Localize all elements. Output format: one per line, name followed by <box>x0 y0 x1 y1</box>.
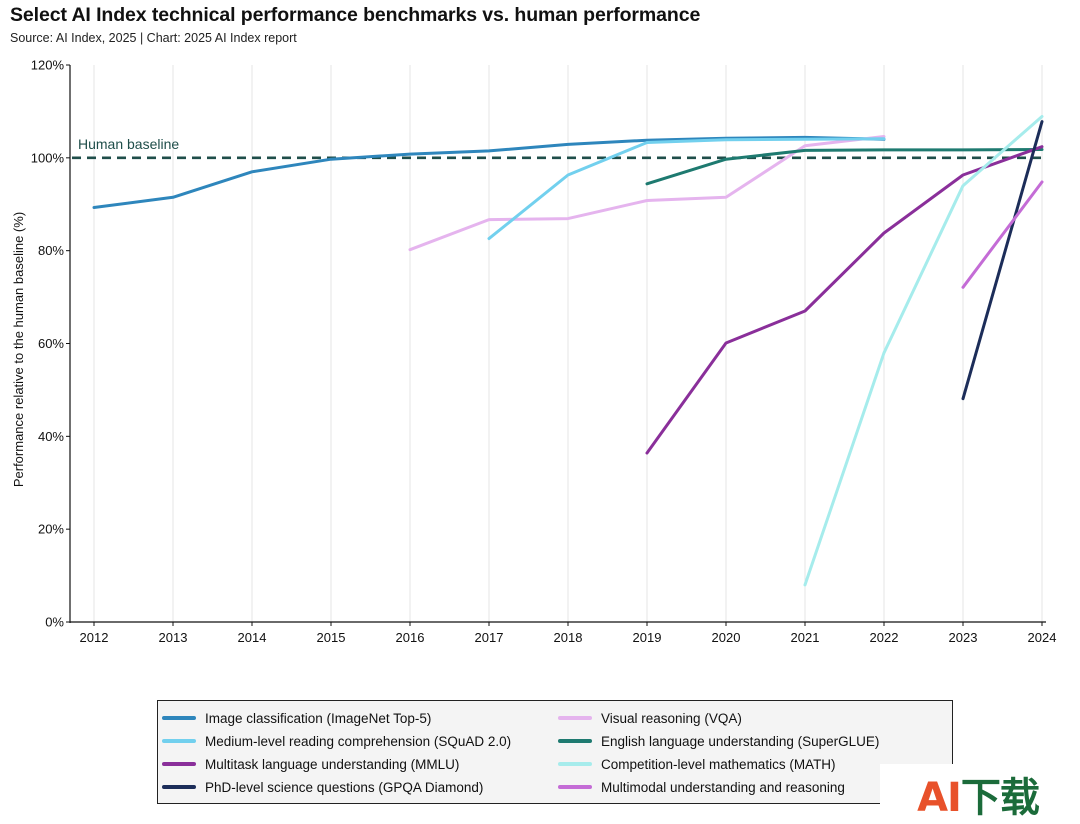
y-axis-label: Performance relative to the human baseli… <box>11 212 26 487</box>
legend: Image classification (ImageNet Top-5) Vis… <box>157 700 953 804</box>
series-line-3 <box>645 148 1044 186</box>
legend-swatch <box>162 739 196 743</box>
legend-label: Multimodal understanding and reasoning <box>601 779 845 795</box>
human-baseline: Human baseline <box>72 136 1044 160</box>
legend-swatch <box>162 716 196 720</box>
x-tick-label: 2022 <box>870 630 899 645</box>
legend-label: Image classification (ImageNet Top-5) <box>205 710 432 726</box>
x-tick-label: 2017 <box>475 630 504 645</box>
series-line-0 <box>92 135 886 209</box>
legend-label: PhD-level science questions (GPQA Diamon… <box>205 779 484 795</box>
x-tick-label: 2014 <box>238 630 267 645</box>
series-line-6 <box>961 120 1044 401</box>
x-tick-label: 2012 <box>80 630 109 645</box>
legend-item: Medium-level reading comprehension (SQuA… <box>162 730 511 752</box>
y-tick-label: 60% <box>38 336 64 351</box>
series-lines <box>92 115 1044 587</box>
y-tick-label: 80% <box>38 243 64 258</box>
series-line-4 <box>645 145 1044 455</box>
series-line-2 <box>487 137 886 241</box>
line-chart: Human baseline 0% 20% 40% 60% 80% 100% 120% 201… <box>11 58 1056 646</box>
y-tick-label: 120% <box>31 58 65 73</box>
legend-label: Medium-level reading comprehension (SQuA… <box>205 733 512 749</box>
legend-label: English language understanding (SuperGLU… <box>601 733 880 749</box>
y-tick-label: 0% <box>45 615 64 630</box>
legend-swatch <box>162 762 196 766</box>
legend-item: PhD-level science questions (GPQA Diamon… <box>162 776 483 798</box>
x-tick-label: 2019 <box>633 630 662 645</box>
y-tick-label: 40% <box>38 429 64 444</box>
x-tick-label: 2023 <box>949 630 978 645</box>
legend-label: Multitask language understanding (MMLU) <box>205 756 460 772</box>
series-line-5 <box>803 115 1044 587</box>
human-baseline-label: Human baseline <box>78 136 179 152</box>
legend-item: Image classification (ImageNet Top-5) <box>162 707 431 729</box>
y-tick-label: 100% <box>31 150 65 165</box>
x-tick-label: 2020 <box>712 630 741 645</box>
watermark-text-a: AI <box>917 775 962 821</box>
x-tick-label: 2021 <box>791 630 820 645</box>
y-tick-label: 20% <box>38 522 64 537</box>
legend-item: Competition-level mathematics (MATH) <box>558 753 836 775</box>
legend-label: Visual reasoning (VQA) <box>601 710 742 726</box>
series-line-7 <box>961 180 1044 289</box>
series-line-1 <box>408 135 886 252</box>
chart-subtitle: Source: AI Index, 2025 | Chart: 2025 AI … <box>10 31 297 45</box>
x-tick-label: 2018 <box>554 630 583 645</box>
axes <box>66 64 1046 626</box>
tick-labels: 0% 20% 40% 60% 80% 100% 120% 2012 2013 2014 2015 20… <box>11 58 1056 646</box>
legend-swatch <box>558 762 592 766</box>
legend-swatch <box>558 785 592 789</box>
watermark-text-rest: 下载 <box>960 775 1040 821</box>
legend-item: Multimodal understanding and reasoning <box>558 776 845 798</box>
x-tick-label: 2016 <box>396 630 425 645</box>
legend-item: Visual reasoning (VQA) <box>558 707 742 729</box>
watermark-logo: AI下载 <box>880 764 1076 824</box>
x-tick-label: 2013 <box>159 630 188 645</box>
legend-swatch <box>162 785 196 789</box>
x-tick-label: 2024 <box>1028 630 1057 645</box>
legend-swatch <box>558 739 592 743</box>
legend-item: English language understanding (SuperGLU… <box>558 730 879 752</box>
legend-item: Multitask language understanding (MMLU) <box>162 753 459 775</box>
chart-title: Select AI Index technical performance be… <box>10 4 701 26</box>
legend-swatch <box>558 716 592 720</box>
legend-label: Competition-level mathematics (MATH) <box>601 756 836 772</box>
x-tick-label: 2015 <box>317 630 346 645</box>
